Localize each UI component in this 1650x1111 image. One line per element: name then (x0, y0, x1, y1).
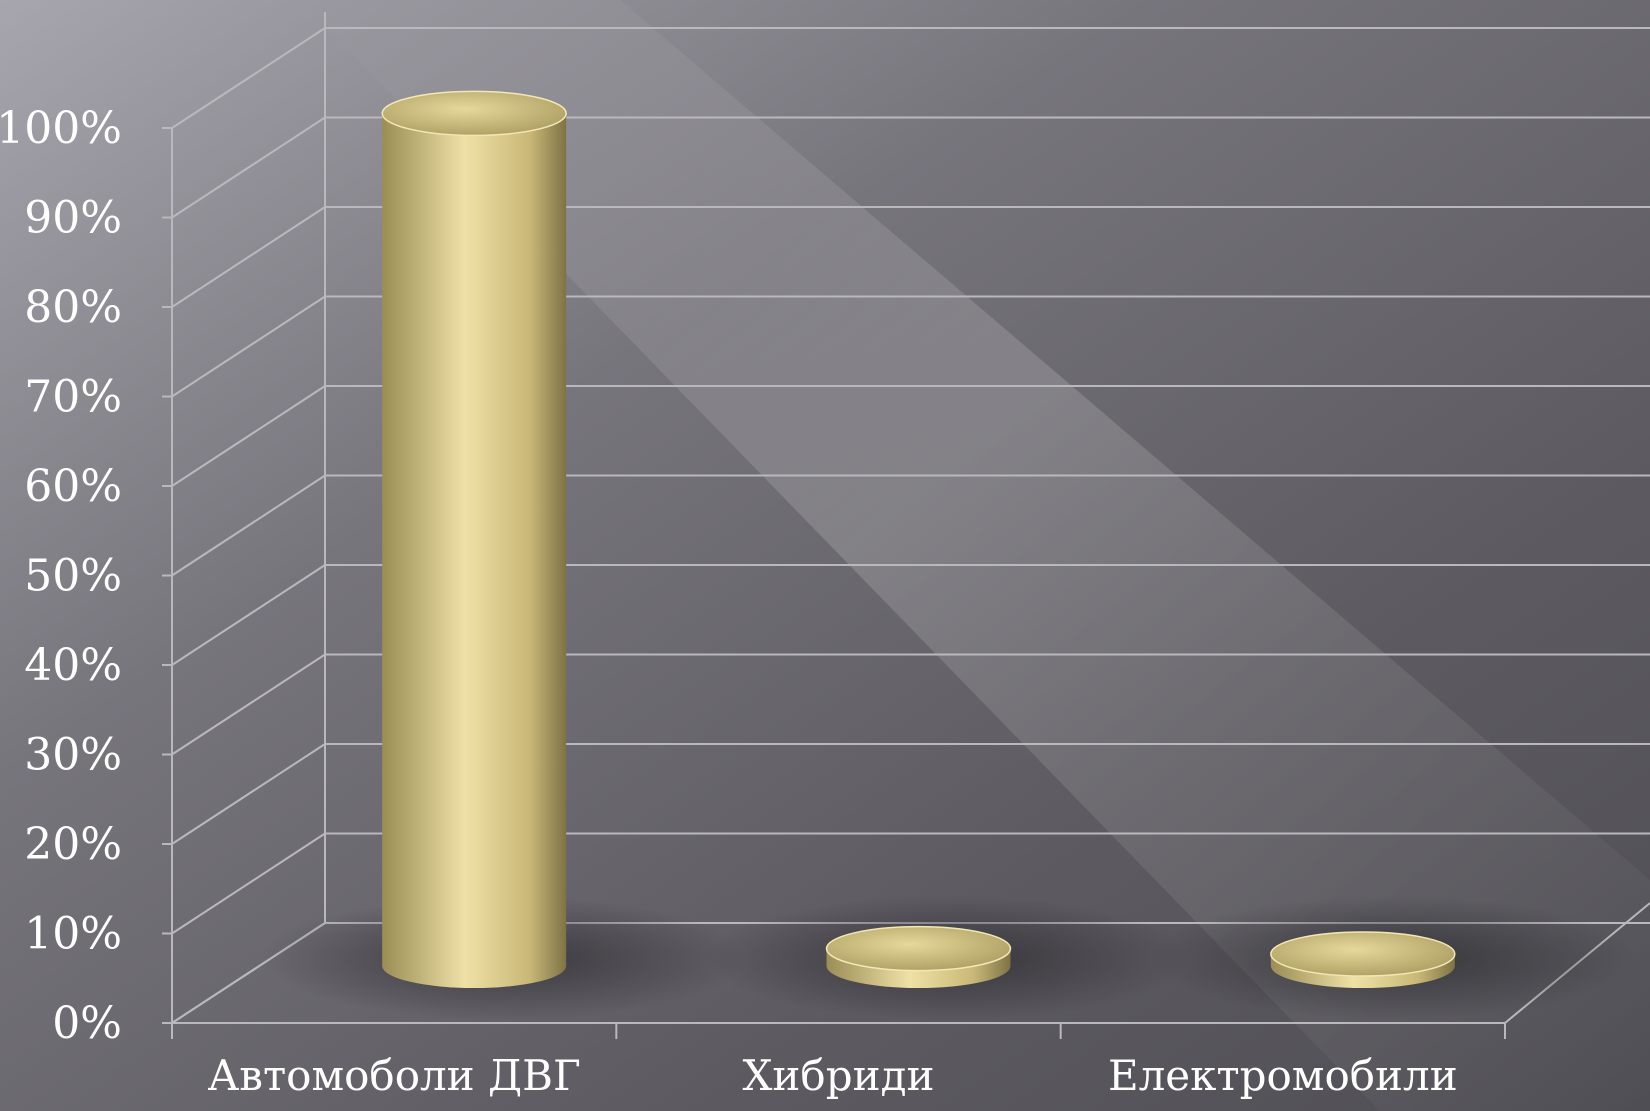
x-category-label: Електромобили (1108, 1051, 1458, 1100)
y-tick-label: 50% (24, 551, 122, 602)
gridline-side (171, 743, 326, 845)
gridline-side (171, 564, 326, 666)
gridline-side (171, 295, 326, 398)
gridline-side (171, 832, 326, 935)
bar-body (382, 113, 567, 988)
x-category-label: Хибриди (743, 1051, 935, 1100)
gridline-side (171, 206, 326, 308)
bar-cylinder (1270, 931, 1456, 988)
y-tick-label: 60% (24, 461, 122, 512)
y-axis-ticks: 0% 10% 20% 30% 40% 50% 60% 70% 80% 90% 100% (0, 103, 172, 1049)
y-tick-label: 30% (24, 730, 122, 781)
y-tick-label: 0% (52, 998, 122, 1049)
gridline-side (171, 474, 326, 577)
bars-layer (381, 90, 1456, 988)
y-tick-label: 20% (24, 819, 122, 870)
bar-top (825, 925, 1012, 972)
bar-cylinder (381, 90, 567, 988)
y-tick-label: 80% (24, 282, 122, 333)
y-tick-label: 70% (24, 372, 122, 423)
y-tick-label: 40% (24, 640, 122, 691)
y-tick-label: 10% (24, 909, 122, 960)
y-tick-label: 100% (0, 103, 122, 154)
y-tick-label: 90% (24, 193, 122, 244)
gridline-side (171, 653, 326, 756)
gridline-side (171, 27, 326, 129)
x-category-label: Автомоболи ДВГ (207, 1051, 580, 1100)
bar-cylinder (825, 925, 1012, 988)
bar-top (1270, 931, 1456, 977)
x-axis-categories: Автомоболи ДВГ Хибриди Електромобили (207, 1051, 1457, 1100)
gridline-side (171, 385, 326, 487)
bar-top (381, 90, 567, 137)
gridline-side (171, 116, 326, 219)
